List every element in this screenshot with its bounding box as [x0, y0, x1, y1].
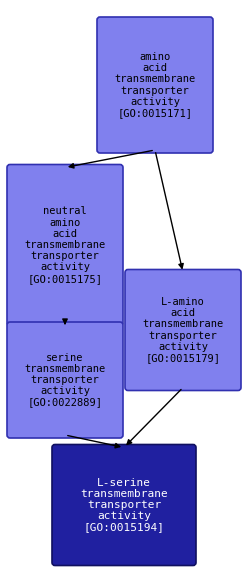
- FancyBboxPatch shape: [125, 270, 241, 390]
- Text: L-serine
transmembrane
transporter
activity
[GO:0015194]: L-serine transmembrane transporter activ…: [80, 477, 168, 532]
- Text: amino
acid
transmembrane
transporter
activity
[GO:0015171]: amino acid transmembrane transporter act…: [114, 52, 196, 118]
- FancyBboxPatch shape: [97, 17, 213, 153]
- Text: L-amino
acid
transmembrane
transporter
activity
[GO:0015179]: L-amino acid transmembrane transporter a…: [142, 297, 224, 363]
- Text: neutral
amino
acid
transmembrane
transporter
activity
[GO:0015175]: neutral amino acid transmembrane transpo…: [24, 206, 106, 284]
- Text: serine
transmembrane
transporter
activity
[GO:0022889]: serine transmembrane transporter activit…: [24, 353, 106, 407]
- FancyBboxPatch shape: [7, 322, 123, 438]
- FancyBboxPatch shape: [52, 444, 196, 566]
- FancyBboxPatch shape: [7, 165, 123, 325]
